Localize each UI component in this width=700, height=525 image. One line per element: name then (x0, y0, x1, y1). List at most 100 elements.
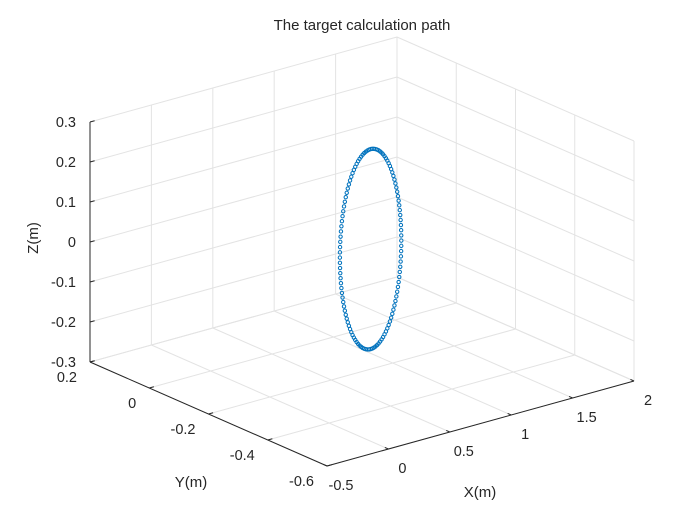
z-tick-label: -0.2 (51, 315, 76, 331)
path-point (398, 259, 403, 264)
z-tick-label: 0 (68, 235, 76, 251)
path-point (391, 307, 396, 312)
grid-line (396, 196, 635, 302)
path-point (340, 214, 345, 219)
x-tick-label: 2 (644, 393, 652, 409)
path-point (396, 279, 401, 285)
z-tick-label: -0.3 (51, 355, 76, 371)
x-tick-mark (323, 463, 328, 467)
path-point (338, 239, 343, 245)
path-point (338, 281, 344, 286)
x-tick-mark (446, 429, 451, 433)
x-tick-label: -0.5 (329, 478, 354, 494)
path-point (398, 254, 404, 259)
path-point (343, 312, 348, 317)
path-point (344, 190, 349, 195)
path-point (344, 316, 349, 321)
grid-line (89, 36, 398, 123)
path-point (394, 189, 400, 194)
z-tick-mark (89, 280, 95, 283)
x-axis-label: X(m) (464, 484, 497, 501)
path-point (394, 185, 399, 190)
path-point (345, 186, 350, 191)
x-tick-mark (630, 378, 635, 382)
y-tick-mark (326, 464, 332, 467)
path-point (392, 177, 397, 182)
y-tick-label: -0.2 (171, 422, 196, 438)
path-point (398, 264, 403, 269)
x-tick-label: 1 (521, 427, 529, 443)
path-point (387, 319, 393, 324)
path-point (391, 173, 396, 179)
z-tick-mark (89, 240, 95, 243)
z-tick-mark (89, 200, 95, 203)
y-tick-mark (149, 386, 154, 389)
path-point (350, 171, 355, 176)
grid-line (396, 116, 635, 222)
path-point (339, 219, 345, 224)
path-point (337, 244, 343, 250)
path-point (345, 320, 350, 325)
path-point (338, 229, 344, 234)
path-point (343, 195, 348, 200)
path-point (395, 193, 401, 199)
z-tick-label: 0.1 (56, 195, 76, 211)
x-tick-mark (568, 395, 573, 399)
path-point (398, 228, 404, 233)
z-axis-label: Z(m) (25, 222, 42, 254)
path-point (386, 322, 391, 328)
grid-line (89, 236, 398, 323)
path-markers (337, 146, 404, 352)
path-point (338, 276, 343, 281)
path-point (394, 289, 400, 294)
grid-line (208, 328, 516, 415)
y-tick-label: -0.4 (230, 448, 255, 464)
z-tick-mark (89, 120, 95, 123)
grid-line (89, 196, 398, 283)
path-point (342, 308, 348, 313)
grid (89, 36, 635, 467)
path-point (397, 203, 402, 208)
grid-line (89, 276, 398, 363)
path-point (398, 222, 404, 228)
y-tick-label: -0.6 (289, 474, 314, 490)
grid-line (396, 236, 635, 342)
path-point (395, 284, 401, 290)
path-point (339, 285, 344, 291)
y-tick-label: 0 (128, 396, 136, 412)
path-point (396, 198, 401, 203)
z-tick-mark (89, 320, 95, 323)
path-point (398, 248, 404, 254)
grid-line (396, 76, 635, 182)
path-point (390, 311, 395, 317)
path-point (399, 243, 404, 249)
grid-line (89, 76, 398, 163)
y-tick-mark (208, 412, 214, 415)
path-point (347, 178, 353, 183)
path-point (398, 217, 403, 223)
grid-line (149, 302, 457, 389)
grid-line (396, 276, 635, 382)
x-tick-label: 1.5 (577, 410, 597, 426)
axes (89, 120, 635, 467)
path-point (342, 199, 348, 204)
x-tick-label: 0.5 (454, 444, 474, 460)
grid-line (267, 354, 575, 441)
z-tick-label: -0.1 (51, 275, 76, 291)
path-point (337, 265, 343, 271)
x-axis-line (326, 380, 635, 467)
path-point (398, 212, 403, 218)
x-tick-mark (384, 446, 389, 450)
path-point (349, 174, 354, 179)
path-point (397, 269, 402, 275)
path-point (393, 181, 398, 186)
y-axis-label: Y(m) (175, 474, 208, 491)
z-tick-mark (89, 360, 95, 363)
grid-line (396, 36, 635, 142)
chart-title: The target calculation path (274, 17, 451, 34)
path-point (338, 270, 343, 276)
path-point (340, 295, 345, 300)
y-tick-mark (267, 438, 273, 441)
path-point (346, 182, 352, 187)
